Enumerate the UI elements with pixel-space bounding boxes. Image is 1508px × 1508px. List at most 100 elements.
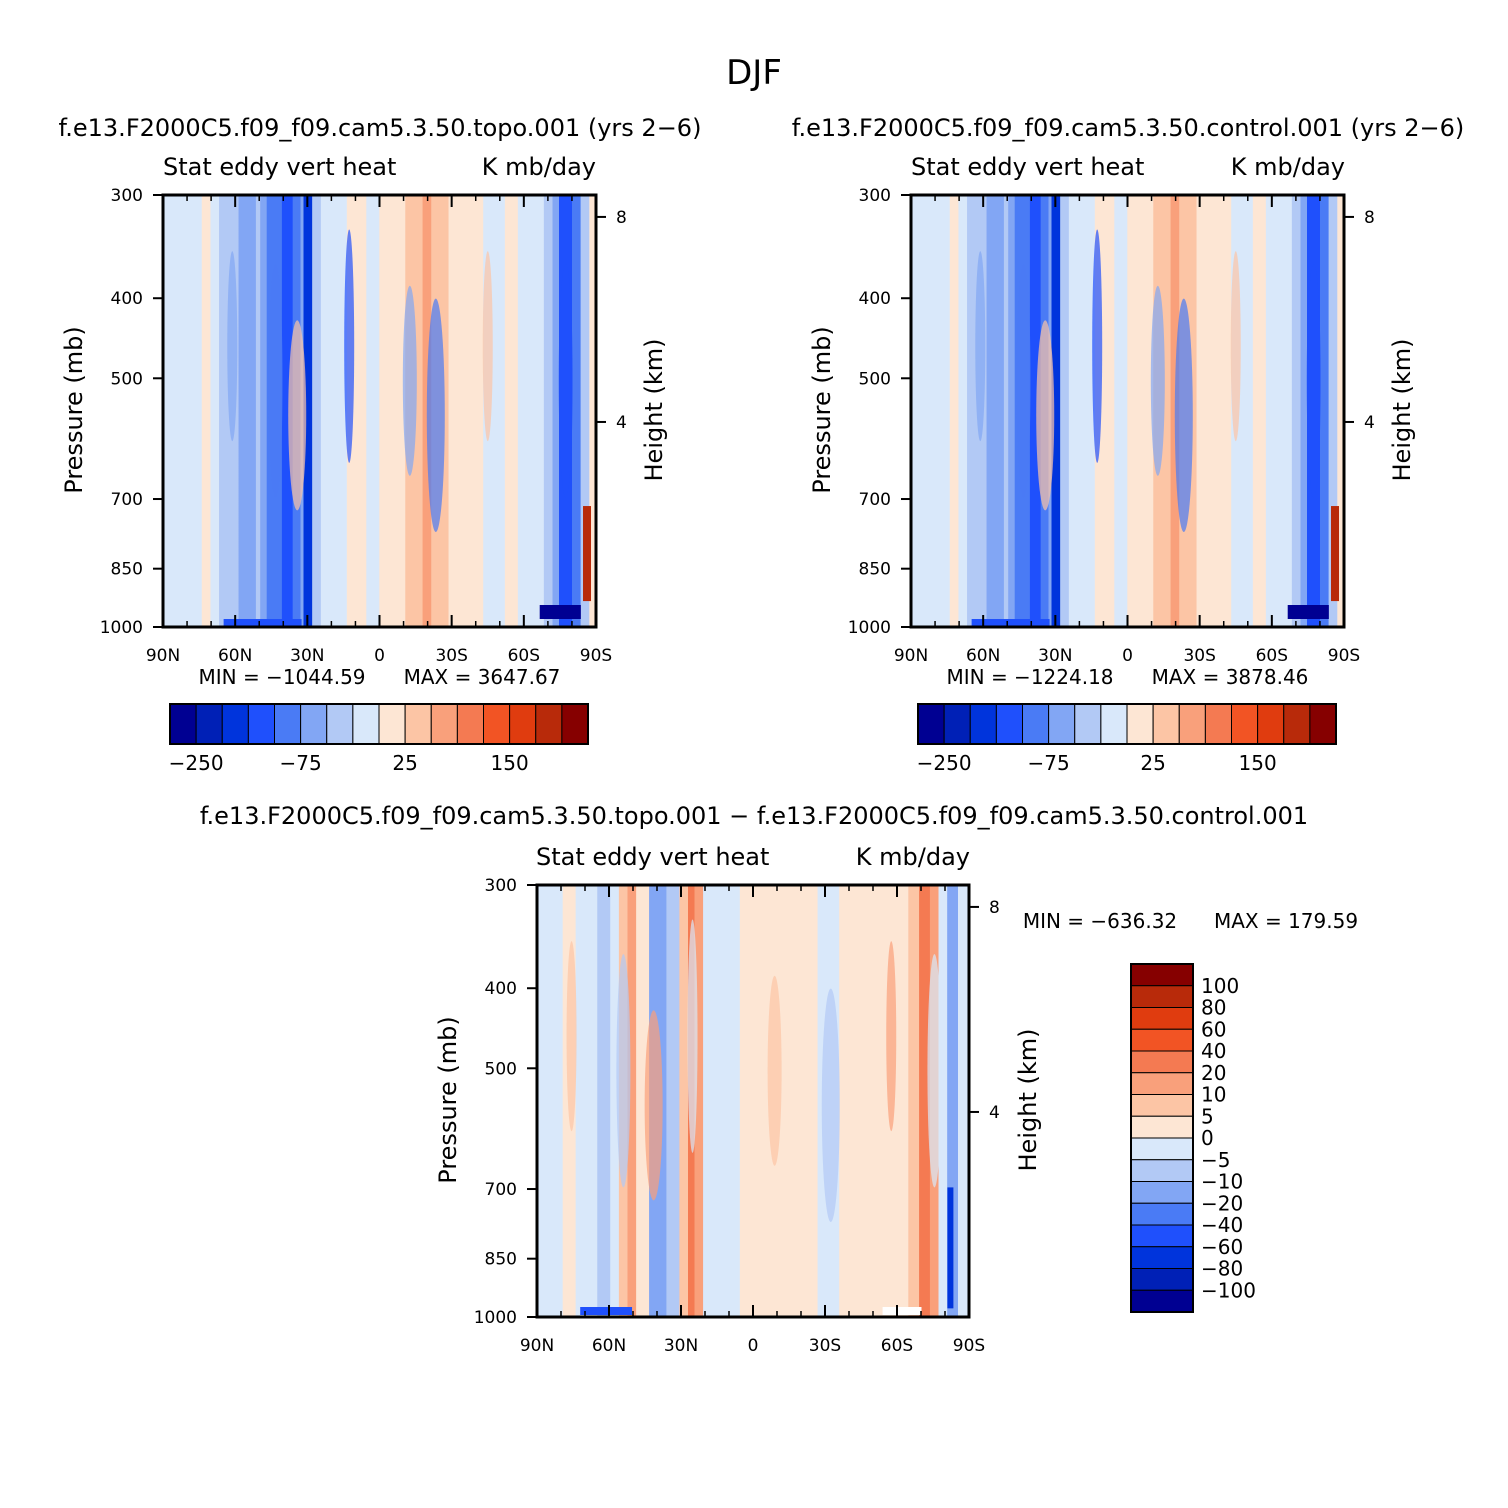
panel-control-ylabel: Pressure (mb) xyxy=(808,326,836,493)
panel-difference-right-string: K mb/day xyxy=(856,843,970,871)
panel-control-xtick-label: 60S xyxy=(1256,646,1288,666)
panel-topo-ytick-label: 400 xyxy=(111,289,143,309)
panel-difference-contour-streak xyxy=(886,941,897,1132)
panel-topo-contour-streak xyxy=(558,264,573,498)
panel-control-colorbar-box xyxy=(969,703,997,745)
panel-difference-colorbar-box xyxy=(1130,1050,1194,1074)
panel-control-contour-streak xyxy=(1092,229,1103,463)
panel-difference-xtick-label: 30S xyxy=(809,1336,841,1356)
panel-difference-colorbar-box xyxy=(1130,1202,1194,1226)
panel-control-colorbar-label: 150 xyxy=(1239,751,1277,775)
panel-topo-colorbar-box xyxy=(378,703,406,745)
panel-control-colorbar-label: −75 xyxy=(1028,751,1070,775)
panel-topo-colorbar-box xyxy=(535,703,563,745)
panel-difference-ytick-label: 500 xyxy=(485,1059,517,1079)
panel-difference-ylabel: Pressure (mb) xyxy=(434,1016,462,1183)
panel-difference-surface-gap xyxy=(882,1307,922,1315)
panel-control-title: f.e13.F2000C5.f09_f09.cam5.3.50.control.… xyxy=(792,114,1465,142)
panel-control-xtick-label: 0 xyxy=(1122,646,1133,666)
panel-control-max-label: MAX = 3878.46 xyxy=(1152,665,1309,689)
panel-topo-colorbar-box xyxy=(483,703,511,745)
panel-topo-xtick-label: 90S xyxy=(580,646,612,666)
panel-control-ytick-label: 300 xyxy=(859,186,891,206)
panel-difference-colorbar-label: 0 xyxy=(1201,1126,1214,1150)
panel-topo-colorbar-box xyxy=(326,703,354,745)
panel-topo: f.e13.F2000C5.f09_f09.cam5.3.50.topo.001… xyxy=(59,114,702,775)
panel-control-colorbar-box xyxy=(943,703,971,745)
panel-difference-colorbar-box xyxy=(1130,1094,1194,1117)
panel-control-xtick-label: 30S xyxy=(1183,646,1215,666)
panel-control-colorbar-box xyxy=(1309,703,1337,745)
panel-control-colorbar-box xyxy=(1126,703,1154,745)
panel-topo-y2tick-label: 4 xyxy=(616,413,627,433)
panel-topo-colorbar-label: −75 xyxy=(280,751,322,775)
panel-control-ytick-label: 500 xyxy=(859,369,891,389)
panel-topo-ytick-label: 300 xyxy=(111,186,143,206)
panel-control-colorbar-label: 25 xyxy=(1140,751,1165,775)
panel-control-ytick-label: 850 xyxy=(859,560,891,580)
panel-difference-colorbar-label: −100 xyxy=(1201,1278,1256,1302)
panel-topo-contour-streak xyxy=(402,285,417,476)
panel-topo-field xyxy=(163,195,596,627)
panel-topo-colorbar-frame xyxy=(169,703,589,745)
panel-topo-colorbar-label: 25 xyxy=(392,751,417,775)
panel-topo-xtick-label: 30S xyxy=(435,646,467,666)
panel-topo-colorbar-box xyxy=(195,703,223,745)
panel-control-colorbar-box xyxy=(1283,703,1311,745)
panel-difference-ytick-label: 1000 xyxy=(474,1308,517,1328)
panel-control-field-shading xyxy=(911,195,1344,627)
panel-control-ytick-label: 400 xyxy=(859,289,891,309)
panel-difference-contour-streak xyxy=(821,988,840,1222)
panel-topo-field-shading xyxy=(163,195,596,627)
panel-difference-field-shading xyxy=(537,885,969,1317)
panel-control-surface-maximum xyxy=(1331,506,1340,602)
panel-difference-colorbar-box xyxy=(1130,1028,1194,1052)
panel-topo-colorbar-label: 150 xyxy=(491,751,529,775)
panel-difference-contour-streak xyxy=(687,919,698,1153)
panel-control-colorbar-box xyxy=(1100,703,1128,745)
panel-control-contour-streak xyxy=(1036,320,1055,511)
panel-topo-xtick-label: 30N xyxy=(290,646,324,666)
panel-topo-y2label: Height (km) xyxy=(640,339,668,482)
panel-control-colorbar-box xyxy=(1178,703,1206,745)
panel-control-colorbar-box xyxy=(1074,703,1102,745)
panel-control-right-string: K mb/day xyxy=(1231,153,1345,181)
panel-difference-xtick-label: 60N xyxy=(592,1336,626,1356)
panel-difference-y2label: Height (km) xyxy=(1014,1029,1042,1172)
panel-difference-colorbar-label: 5 xyxy=(1201,1104,1214,1128)
panel-topo-colorbar-box xyxy=(404,703,432,745)
panel-difference-min-label: MIN = −636.32 xyxy=(1023,909,1177,933)
panel-difference-colorbar-box xyxy=(1130,1289,1194,1313)
panel-topo-contour-streak xyxy=(344,229,355,463)
panel-control-contour-streak xyxy=(1306,264,1321,498)
panel-difference-field xyxy=(537,885,969,1317)
panel-topo-ylabel: Pressure (mb) xyxy=(60,326,88,493)
panel-topo-colorbar-label: −250 xyxy=(169,751,224,775)
panel-control-xtick-label: 90N xyxy=(894,646,928,666)
panel-control-y2tick-label: 4 xyxy=(1364,413,1375,433)
panel-control-contour-streak xyxy=(1174,298,1193,532)
panel-topo-colorbar-box xyxy=(274,703,302,745)
panel-topo-colorbar-box xyxy=(509,703,537,745)
panel-difference-colorbar-box xyxy=(1130,1072,1194,1095)
panel-control-contour-streak xyxy=(975,251,986,442)
panel-control: f.e13.F2000C5.f09_f09.cam5.3.50.control.… xyxy=(792,114,1465,775)
panel-difference-colorbar-label: 20 xyxy=(1201,1061,1226,1085)
panel-topo-colorbar-box xyxy=(561,703,589,745)
panel-topo-contour-streak xyxy=(288,320,307,511)
panel-topo-xtick-label: 0 xyxy=(374,646,385,666)
panel-topo-left-string: Stat eddy vert heat xyxy=(163,153,396,181)
panel-difference-max-label: MAX = 179.59 xyxy=(1214,909,1358,933)
panel-topo-ytick-label: 500 xyxy=(111,369,143,389)
panel-difference-colorbar-box xyxy=(1130,963,1194,987)
panel-difference-ytick-label: 850 xyxy=(485,1250,517,1270)
panel-control-field xyxy=(911,195,1344,627)
panel-control-colorbar-box xyxy=(1022,703,1050,745)
panel-difference-colorbar-box xyxy=(1130,1159,1194,1182)
panel-difference-xtick-label: 0 xyxy=(748,1336,759,1356)
panel-difference-colorbar-label: 80 xyxy=(1201,996,1226,1020)
panel-difference-surface-minimum xyxy=(947,1187,954,1309)
panel-topo-y2tick-label: 8 xyxy=(616,208,627,228)
panel-difference-ytick-label: 700 xyxy=(485,1180,517,1200)
